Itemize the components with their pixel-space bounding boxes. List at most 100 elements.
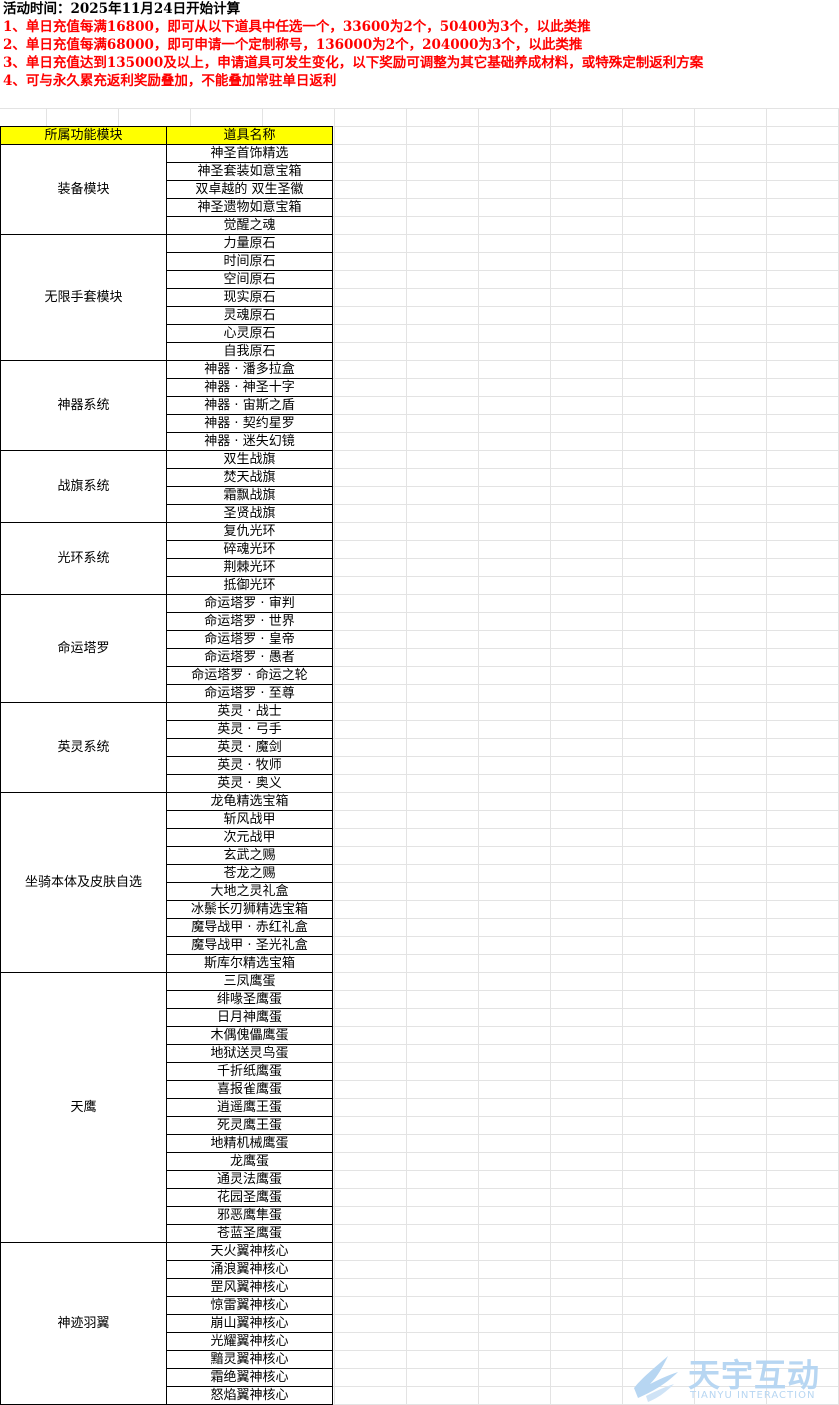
- rule-line-1: 1、单日充值每满16800，即可从以下道具中任选一个，33600为2个，5040…: [3, 19, 591, 35]
- item-name-cell[interactable]: 崩山翼神核心: [166, 1314, 333, 1333]
- item-name-cell[interactable]: 命运塔罗 · 命运之轮: [166, 666, 333, 685]
- item-name-cell[interactable]: 罡风翼神核心: [166, 1278, 333, 1297]
- item-name-cell[interactable]: 霜飘战旗: [166, 486, 333, 505]
- table-row: 霜绝翼神核心: [1, 1368, 333, 1387]
- item-name-cell[interactable]: 力量原石: [166, 234, 333, 253]
- table-row: 神器系统 神器 · 潘多拉盒: [0, 360, 333, 451]
- item-name-cell[interactable]: 地狱送灵鸟蛋: [166, 1044, 333, 1063]
- module-cell[interactable]: 神器系统: [0, 360, 167, 451]
- table-row: 英灵 · 弓手: [1, 720, 333, 739]
- item-name-cell[interactable]: 魔导战甲 · 赤红礼盒: [166, 918, 333, 937]
- module-cell[interactable]: 装备模块: [0, 144, 167, 235]
- table-row: 命运塔罗 · 皇帝: [1, 630, 333, 649]
- item-name-cell[interactable]: 三凤鹰蛋: [166, 972, 333, 991]
- item-name-cell[interactable]: 命运塔罗 · 皇帝: [166, 630, 333, 649]
- item-name-cell[interactable]: 英灵 · 战士: [166, 702, 333, 721]
- item-name-cell[interactable]: 英灵 · 奥义: [166, 774, 333, 793]
- table-row: 装备模块 神圣首饰精选: [0, 144, 333, 235]
- rule-line-4: 4、可与永久累充返利奖励叠加，不能叠加常驻单日返利: [3, 73, 337, 89]
- item-name-cell[interactable]: 喜报雀鹰蛋: [166, 1080, 333, 1099]
- item-name-cell[interactable]: 神圣套装如意宝箱: [166, 162, 333, 181]
- item-name-cell[interactable]: 玄武之赐: [166, 846, 333, 865]
- item-name-cell[interactable]: 觉醒之魂: [166, 216, 333, 235]
- module-cell[interactable]: 天鹰: [0, 972, 167, 1243]
- item-name-cell[interactable]: 魔导战甲 · 圣光礼盒: [166, 936, 333, 955]
- item-name-cell[interactable]: 地精机械鹰蛋: [166, 1134, 333, 1153]
- item-name-cell[interactable]: 命运塔罗 · 世界: [166, 612, 333, 631]
- item-name-cell[interactable]: 灵魂原石: [166, 306, 333, 325]
- item-name-cell[interactable]: 碎魂光环: [166, 540, 333, 559]
- table-row: 天鹰 三凤鹰蛋: [0, 972, 333, 1243]
- item-name-cell[interactable]: 神器 · 迷失幻镜: [166, 432, 333, 451]
- module-cell[interactable]: 神迹羽翼: [0, 1242, 167, 1405]
- item-name-cell[interactable]: 花园圣鹰蛋: [166, 1188, 333, 1207]
- item-name-cell[interactable]: 命运塔罗 · 审判: [166, 594, 333, 613]
- item-name-cell[interactable]: 抵御光环: [166, 576, 333, 595]
- item-name-cell[interactable]: 复仇光环: [166, 522, 333, 541]
- item-name-cell[interactable]: 霜绝翼神核心: [166, 1368, 333, 1387]
- item-name-cell[interactable]: 英灵 · 魔剑: [166, 738, 333, 757]
- item-name-cell[interactable]: 时间原石: [166, 252, 333, 271]
- item-name-cell[interactable]: 自我原石: [166, 342, 333, 361]
- item-name-cell[interactable]: 神器 · 神圣十字: [166, 378, 333, 397]
- module-cell[interactable]: 英灵系统: [0, 702, 167, 793]
- table-row: 命运塔罗 命运塔罗 · 审判: [0, 594, 333, 703]
- table-row: 命运塔罗 · 命运之轮: [1, 666, 333, 685]
- item-name-cell[interactable]: 现实原石: [166, 288, 333, 307]
- item-name-cell[interactable]: 惊雷翼神核心: [166, 1296, 333, 1315]
- item-name-cell[interactable]: 怒焰翼神核心: [166, 1386, 333, 1405]
- item-name-cell[interactable]: 神器 · 潘多拉盒: [166, 360, 333, 379]
- item-name-cell[interactable]: 双生战旗: [166, 450, 333, 469]
- item-name-cell[interactable]: 神器 · 宙斯之盾: [166, 396, 333, 415]
- item-name-cell[interactable]: 冰鬃长刃狮精选宝箱: [166, 900, 333, 919]
- module-cell[interactable]: 坐骑本体及皮肤自选: [0, 792, 167, 973]
- rule-line-3: 3、单日充值达到135000及以上，申请道具可发生变化，以下奖励可调整为其它基础…: [3, 55, 704, 71]
- item-name-cell[interactable]: 空间原石: [166, 270, 333, 289]
- item-name-cell[interactable]: 神圣首饰精选: [166, 144, 333, 163]
- item-name-cell[interactable]: 神圣遗物如意宝箱: [166, 198, 333, 217]
- table-row: 地精机械鹰蛋: [1, 1134, 333, 1153]
- item-name-cell[interactable]: 逍遥鹰王蛋: [166, 1098, 333, 1117]
- item-name-cell[interactable]: 英灵 · 牧师: [166, 756, 333, 775]
- item-name-cell[interactable]: 命运塔罗 · 愚者: [166, 648, 333, 667]
- table-row: 大地之灵礼盒: [1, 882, 333, 901]
- table-header-row: 所属功能模块 道具名称: [0, 126, 333, 145]
- item-name-cell[interactable]: 命运塔罗 · 至尊: [166, 684, 333, 703]
- item-name-cell[interactable]: 苍蓝圣鹰蛋: [166, 1224, 333, 1243]
- item-name-cell[interactable]: 日月神鹰蛋: [166, 1008, 333, 1027]
- item-name-cell[interactable]: 木偶傀儡鹰蛋: [166, 1026, 333, 1045]
- item-name-cell[interactable]: 荆棘光环: [166, 558, 333, 577]
- reward-table: 所属功能模块 道具名称 装备模块 神圣首饰精选 神圣套装如意宝箱 双卓越的 双生圣徽神…: [0, 126, 333, 1405]
- item-name-cell[interactable]: 涌浪翼神核心: [166, 1260, 333, 1279]
- item-name-cell[interactable]: 龙鹰蛋: [166, 1152, 333, 1171]
- item-name-cell[interactable]: 神器 · 契约星罗: [166, 414, 333, 433]
- item-name-cell[interactable]: 焚天战旗: [166, 468, 333, 487]
- item-name-cell[interactable]: 大地之灵礼盒: [166, 882, 333, 901]
- module-cell[interactable]: 光环系统: [0, 522, 167, 595]
- item-name-cell[interactable]: 千折纸鹰蛋: [166, 1062, 333, 1081]
- item-name-cell[interactable]: 天火翼神核心: [166, 1242, 333, 1261]
- item-name-cell[interactable]: 斯库尔精选宝箱: [166, 954, 333, 973]
- module-cell[interactable]: 战旗系统: [0, 450, 167, 523]
- header-item-name[interactable]: 道具名称: [166, 126, 333, 145]
- module-cell[interactable]: 无限手套模块: [0, 234, 167, 361]
- item-name-cell[interactable]: 心灵原石: [166, 324, 333, 343]
- activity-header: 活动时间：2025年11月24日开始计算 1、单日充值每满16800，即可从以下…: [0, 0, 839, 108]
- header-module[interactable]: 所属功能模块: [0, 126, 167, 145]
- item-name-cell[interactable]: 英灵 · 弓手: [166, 720, 333, 739]
- item-name-cell[interactable]: 龙龟精选宝箱: [166, 792, 333, 811]
- item-name-cell[interactable]: 光耀翼神核心: [166, 1332, 333, 1351]
- item-name-cell[interactable]: 圣贤战旗: [166, 504, 333, 523]
- item-name-cell[interactable]: 黯灵翼神核心: [166, 1350, 333, 1369]
- item-name-cell[interactable]: 邪恶鹰隼蛋: [166, 1206, 333, 1225]
- tianyu-logo: 天宇互动 TIANYU INTERACTION: [628, 1348, 833, 1404]
- module-cell[interactable]: 命运塔罗: [0, 594, 167, 703]
- item-name-cell[interactable]: 死灵鹰王蛋: [166, 1116, 333, 1135]
- item-name-cell[interactable]: 双卓越的 双生圣徽: [166, 180, 333, 199]
- item-name-cell[interactable]: 苍龙之赐: [166, 864, 333, 883]
- item-name-cell[interactable]: 斩风战甲: [166, 810, 333, 829]
- item-name-cell[interactable]: 通灵法鹰蛋: [166, 1170, 333, 1189]
- item-name-cell[interactable]: 绯喙圣鹰蛋: [166, 990, 333, 1009]
- table-row: 荆棘光环: [1, 558, 333, 577]
- item-name-cell[interactable]: 次元战甲: [166, 828, 333, 847]
